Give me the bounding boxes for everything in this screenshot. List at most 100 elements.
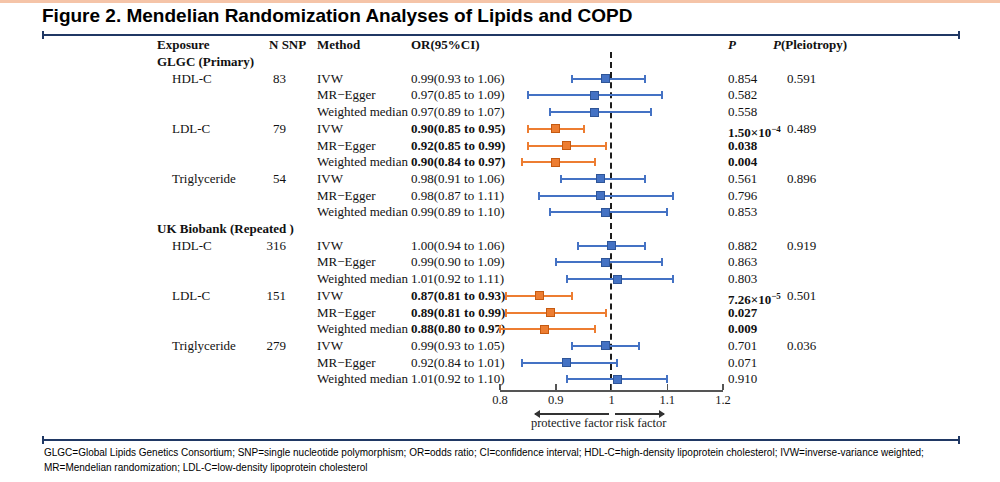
ci-cap-high — [616, 359, 618, 367]
ci-cap-high — [571, 292, 573, 300]
or-ci-value: 0.89(0.81 to 0.99) — [411, 305, 505, 321]
p-value: 0.558 — [728, 104, 757, 120]
ci-cap-high — [661, 258, 663, 266]
method-label: IVW — [317, 121, 343, 137]
ci-cap-high — [583, 125, 585, 133]
pleiotropy-suffix: (Pleiotropy) — [781, 37, 847, 52]
ci-cap-high — [594, 325, 596, 333]
ci-cap-low — [571, 342, 573, 350]
table-row: LDL-C79IVW0.90(0.85 to 0.95)1.50×10−40.4… — [0, 121, 1000, 137]
protective-arrow — [535, 413, 609, 415]
or-ci-value: 0.90(0.84 to 0.97) — [411, 154, 505, 170]
ci-cap-low — [566, 375, 568, 383]
col-header-pleiotropy: P(Pleiotropy) — [773, 37, 847, 53]
p-pleiotropy-value: 0.489 — [787, 121, 816, 137]
ci-cap-low — [527, 91, 529, 99]
ci-line — [567, 378, 667, 380]
or-point-marker — [551, 158, 560, 167]
method-label: Weighted median — [317, 104, 408, 120]
figure-container: Figure 2. Mendelian Randomization Analys… — [0, 0, 1000, 482]
method-label: Weighted median — [317, 321, 408, 337]
ci-cap-high — [644, 75, 646, 83]
ci-cap-high — [638, 342, 640, 350]
or-point-marker — [535, 291, 544, 300]
or-point-marker — [613, 375, 622, 384]
method-label: MR−Egger — [317, 138, 376, 154]
ci-line — [528, 128, 584, 130]
or-point-marker — [596, 174, 605, 183]
axis-tick-label: 1 — [608, 393, 614, 408]
group-label: UK Biobank (Repeated ) — [157, 221, 294, 237]
ci-cap-low — [577, 242, 579, 250]
table-row: MR−Egger0.92(0.84 to 1.01)0.071 — [0, 355, 1000, 371]
col-header-p: P — [728, 37, 736, 53]
reference-line-or-1 — [610, 52, 612, 390]
risk-factor-label: risk factor — [615, 416, 666, 431]
table-row: Weighted median1.01(0.92 to 1.11)0.803 — [0, 271, 1000, 287]
n-snp-value: 79 — [246, 121, 286, 137]
table-row: Weighted median0.99(0.89 to 1.10)0.853 — [0, 204, 1000, 220]
table-row: Weighted median1.01(0.92 to 1.10)0.910 — [0, 371, 1000, 387]
ci-line — [550, 111, 650, 113]
method-label: Weighted median — [317, 271, 408, 287]
group-label: GLGC (Primary) — [157, 54, 254, 70]
method-label: MR−Egger — [317, 87, 376, 103]
ci-line — [506, 312, 606, 314]
top-rule — [42, 34, 960, 36]
ci-cap-high — [666, 375, 668, 383]
method-label: MR−Egger — [317, 305, 376, 321]
or-point-marker — [540, 325, 549, 334]
or-ci-value: 0.90(0.85 to 0.95) — [411, 121, 505, 137]
axis-tick — [555, 384, 557, 390]
or-ci-value: 0.97(0.85 to 1.09) — [411, 87, 505, 103]
ci-line — [572, 78, 644, 80]
risk-arrow — [615, 413, 664, 415]
exposure-label: Triglyceride — [172, 338, 236, 354]
axis-tick — [499, 384, 501, 390]
n-snp-value: 279 — [246, 338, 286, 354]
ci-cap-low — [566, 275, 568, 283]
table-group-row: UK Biobank (Repeated ) — [0, 221, 1000, 237]
method-label: IVW — [317, 338, 343, 354]
p-value: 0.882 — [728, 238, 757, 254]
p-value: 1.50×10−4 — [728, 121, 781, 141]
p-value: 0.009 — [728, 321, 757, 337]
axis-tick-label: 0.8 — [492, 393, 508, 408]
p-value: 0.561 — [728, 171, 757, 187]
p-value: 0.854 — [728, 71, 757, 87]
ci-cap-high — [644, 175, 646, 183]
ci-line — [556, 261, 662, 263]
ci-cap-low — [549, 208, 551, 216]
ci-line — [522, 362, 617, 364]
ci-cap-low — [571, 75, 573, 83]
exposure-label: Triglyceride — [172, 171, 236, 187]
table-row: Weighted median0.88(0.80 to 0.97)0.009 — [0, 321, 1000, 337]
ci-line — [528, 94, 662, 96]
ci-line — [500, 328, 595, 330]
n-snp-value: 151 — [246, 288, 286, 304]
axis-tick-label: 1.1 — [659, 393, 675, 408]
axis-tick — [722, 384, 724, 390]
ci-cap-high — [644, 242, 646, 250]
or-ci-value: 0.87(0.81 to 0.93) — [411, 288, 505, 304]
table-group-row: GLGC (Primary) — [0, 54, 1000, 70]
method-label: MR−Egger — [317, 188, 376, 204]
p-value: 0.038 — [728, 138, 757, 154]
table-row: MR−Egger0.97(0.85 to 1.09)0.582 — [0, 87, 1000, 103]
ci-cap-low — [527, 142, 529, 150]
table-row: HDL-C83IVW0.99(0.93 to 1.06)0.8540.591 — [0, 71, 1000, 87]
ci-cap-low — [560, 175, 562, 183]
p-pleiotropy-value: 0.591 — [787, 71, 816, 87]
p-pleiotropy-value: 0.501 — [787, 288, 816, 304]
p-value: 0.796 — [728, 188, 757, 204]
table-row: Triglyceride54IVW0.98(0.91 to 1.06)0.561… — [0, 171, 1000, 187]
or-point-marker — [596, 191, 605, 200]
n-snp-value: 54 — [246, 171, 286, 187]
method-label: IVW — [317, 171, 343, 187]
ci-cap-low — [521, 158, 523, 166]
p-value: 0.863 — [728, 254, 757, 270]
or-point-marker — [590, 108, 599, 117]
pleiotropy-p-italic: P — [773, 37, 781, 52]
ci-cap-high — [666, 208, 668, 216]
or-ci-value: 0.92(0.84 to 1.01) — [411, 355, 505, 371]
